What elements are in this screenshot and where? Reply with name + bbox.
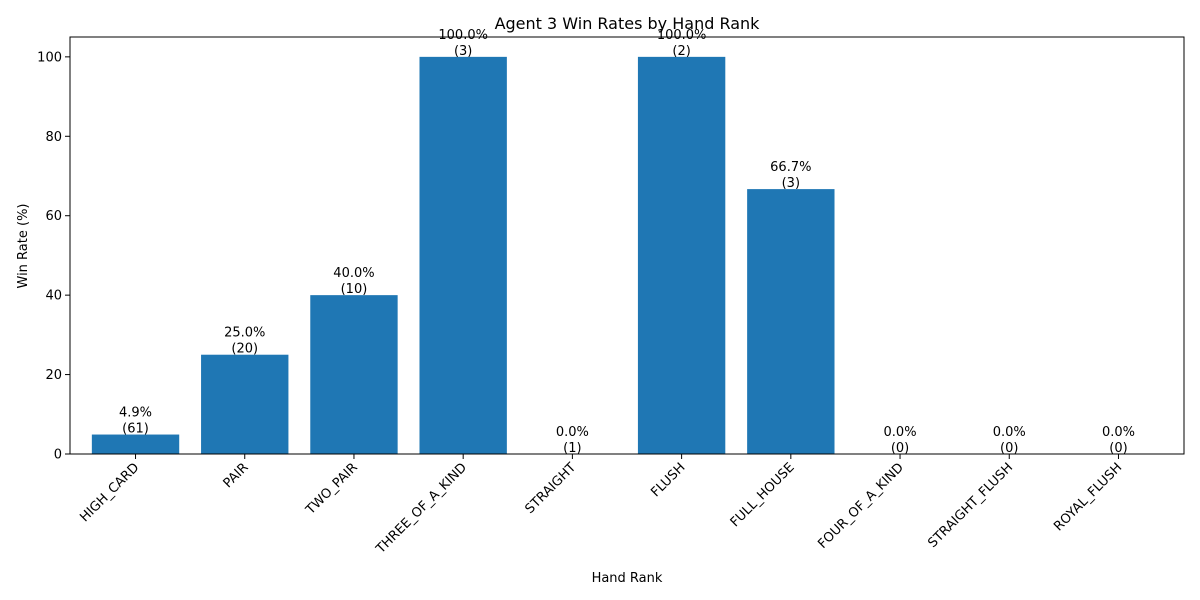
data-label-rate: 100.0%	[438, 28, 488, 43]
y-axis: 0 20 40 60 80 100	[37, 50, 70, 463]
x-tick-label: THREE_OF_A_KIND	[373, 460, 470, 557]
x-tick-label: TWO_PAIR	[303, 460, 361, 518]
x-tick-label: PAIR	[221, 460, 252, 491]
chart-title: Agent 3 Win Rates by Hand Rank	[495, 14, 761, 33]
y-tick-label: 100	[37, 50, 62, 65]
data-label-rate: 0.0%	[556, 425, 589, 440]
y-tick-label: 60	[45, 209, 62, 224]
x-tick-label: HIGH_CARD	[77, 460, 142, 525]
bars-group	[91, 56, 835, 454]
bar-three_of_a_kind	[419, 56, 507, 454]
data-label-count: (20)	[231, 342, 258, 357]
data-label-rate: 40.0%	[333, 266, 374, 281]
data-labels-group: 4.9%(61)25.0%(20)40.0%(10)100.0%(3)0.0%(…	[119, 28, 1135, 456]
data-label-count: (1)	[563, 441, 581, 456]
x-tick-label: STRAIGHT_FLUSH	[925, 460, 1016, 551]
y-tick-label: 80	[45, 130, 62, 145]
x-tick-label: FULL_HOUSE	[728, 460, 798, 530]
data-label-rate: 25.0%	[224, 326, 265, 341]
data-label-rate: 100.0%	[657, 28, 707, 43]
y-tick-label: 20	[45, 368, 62, 383]
x-tick-label: STRAIGHT	[522, 460, 579, 517]
data-label-rate: 0.0%	[884, 425, 917, 440]
data-label-rate: 0.0%	[993, 425, 1026, 440]
data-label-count: (0)	[1109, 441, 1127, 456]
data-label-rate: 4.9%	[119, 406, 152, 421]
bar-two_pair	[310, 295, 398, 454]
data-label-count: (0)	[891, 441, 909, 456]
y-tick-label: 0	[54, 448, 62, 463]
x-tick-label: ROYAL_FLUSH	[1051, 460, 1125, 534]
bar-flush	[637, 56, 726, 454]
data-label-count: (3)	[782, 176, 800, 191]
data-label-count: (61)	[122, 422, 149, 437]
data-label-rate: 0.0%	[1102, 425, 1135, 440]
data-label-rate: 66.7%	[770, 160, 811, 175]
x-tick-label: FOUR_OF_A_KIND	[815, 460, 907, 552]
data-label-count: (3)	[454, 44, 472, 59]
x-axis: HIGH_CARD PAIR TWO_PAIR THREE_OF_A_KIND STRA…	[77, 454, 1125, 557]
data-label-count: (10)	[341, 282, 368, 297]
data-label-count: (2)	[672, 44, 690, 59]
bar-pair	[201, 354, 289, 454]
bar-high_card	[91, 434, 180, 454]
plot-frame	[69, 36, 1185, 455]
y-axis-label: Win Rate (%)	[16, 204, 31, 289]
bar-full_house	[747, 189, 835, 454]
data-label-count: (0)	[1000, 441, 1018, 456]
x-tick-label: FLUSH	[648, 460, 688, 500]
y-tick-label: 40	[45, 289, 62, 304]
x-axis-label: Hand Rank	[592, 571, 663, 586]
